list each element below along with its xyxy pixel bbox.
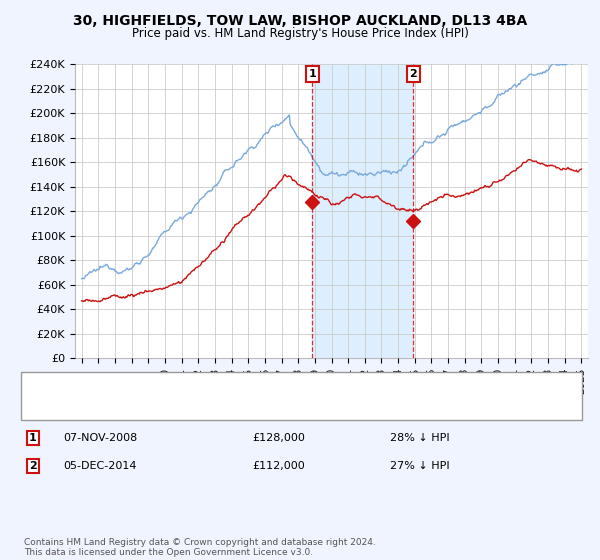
Bar [313, 64, 413, 358]
Text: HPI: Average price, detached house, County Durham: HPI: Average price, detached house, Coun… [66, 402, 341, 411]
Text: 28% ↓ HPI: 28% ↓ HPI [390, 433, 449, 443]
Text: 27% ↓ HPI: 27% ↓ HPI [390, 461, 449, 471]
Text: 05-DEC-2014: 05-DEC-2014 [63, 461, 137, 471]
Text: Contains HM Land Registry data © Crown copyright and database right 2024.
This d: Contains HM Land Registry data © Crown c… [24, 538, 376, 557]
Text: £128,000: £128,000 [252, 433, 305, 443]
Text: 1: 1 [308, 69, 316, 79]
Text: 30, HIGHFIELDS, TOW LAW, BISHOP AUCKLAND, DL13 4BA (detached house): 30, HIGHFIELDS, TOW LAW, BISHOP AUCKLAND… [66, 382, 464, 392]
Text: 2: 2 [29, 461, 37, 471]
Text: 07-NOV-2008: 07-NOV-2008 [63, 433, 137, 443]
Text: Price paid vs. HM Land Registry's House Price Index (HPI): Price paid vs. HM Land Registry's House … [131, 27, 469, 40]
Text: 1: 1 [29, 433, 37, 443]
Text: 2: 2 [410, 69, 418, 79]
Text: £112,000: £112,000 [252, 461, 305, 471]
Text: 30, HIGHFIELDS, TOW LAW, BISHOP AUCKLAND, DL13 4BA: 30, HIGHFIELDS, TOW LAW, BISHOP AUCKLAND… [73, 14, 527, 28]
